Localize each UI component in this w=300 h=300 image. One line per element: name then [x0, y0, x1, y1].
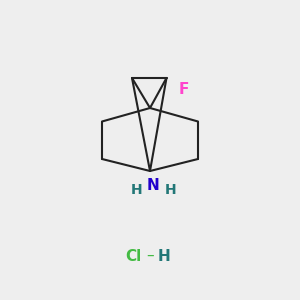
Text: H: H: [165, 184, 177, 197]
Text: H: H: [131, 184, 142, 197]
Text: H: H: [158, 249, 171, 264]
Text: Cl: Cl: [125, 249, 142, 264]
Text: N: N: [147, 178, 159, 194]
Text: F: F: [178, 82, 189, 98]
Text: –: –: [146, 248, 154, 263]
